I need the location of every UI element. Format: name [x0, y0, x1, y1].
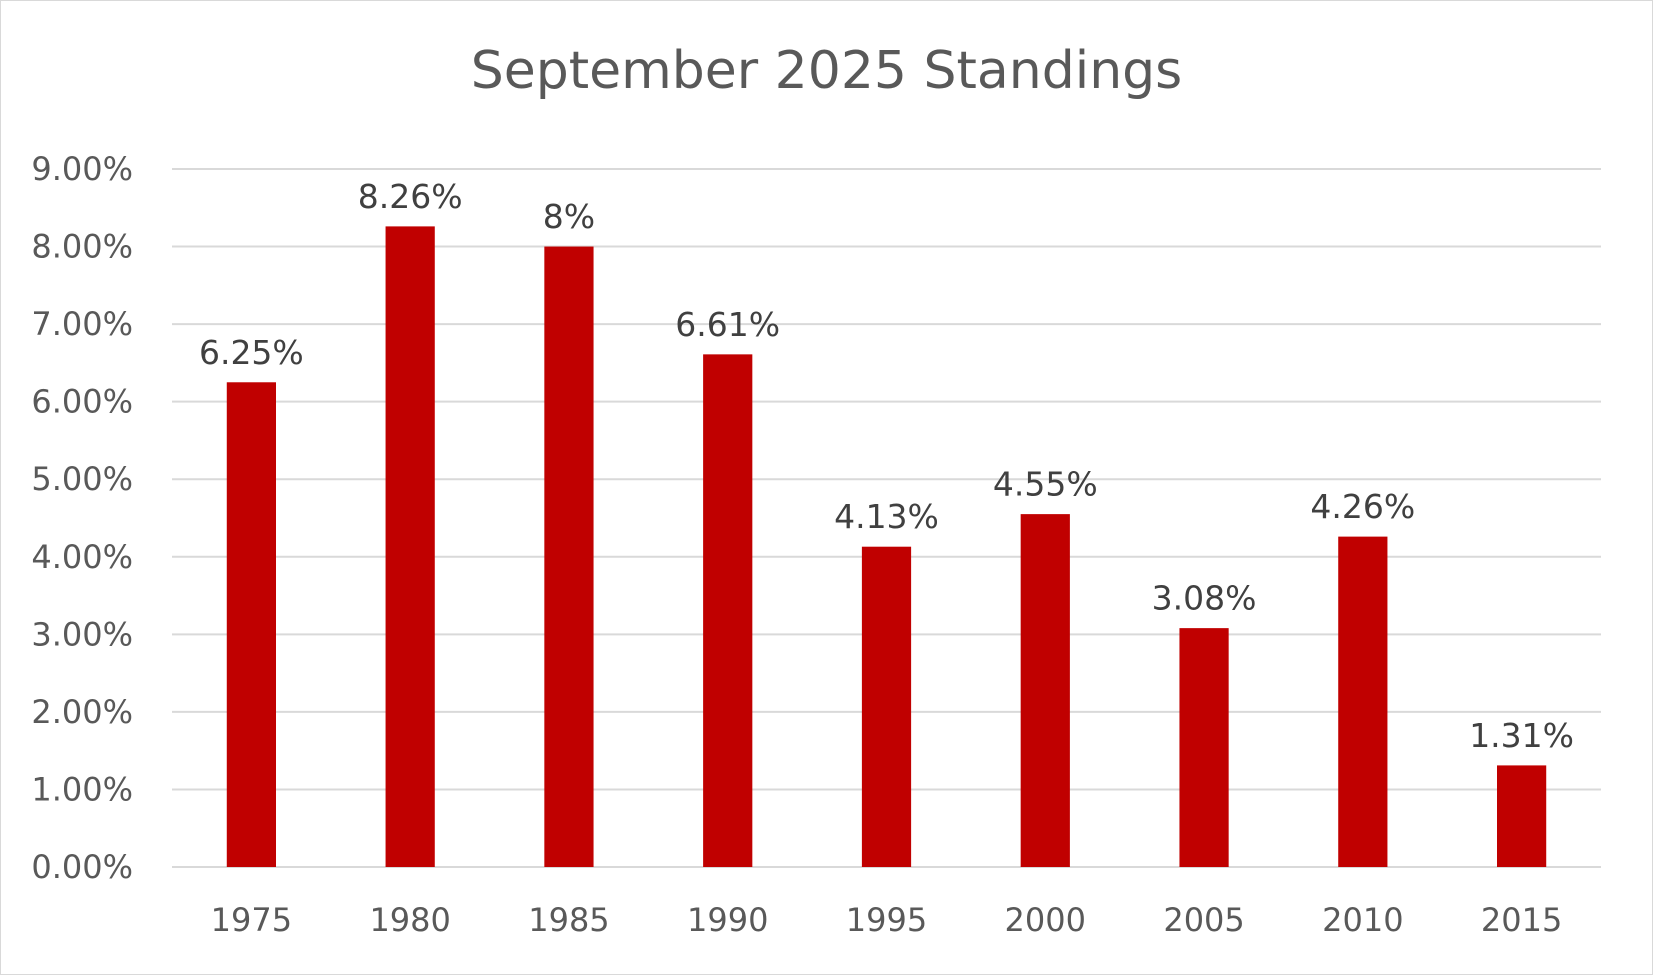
- y-tick-label: 0.00%: [31, 848, 133, 886]
- x-tick-label: 1985: [528, 901, 609, 939]
- data-label: 6.61%: [675, 305, 780, 344]
- bar: [1020, 514, 1070, 867]
- bars: [226, 226, 1547, 868]
- y-tick-label: 4.00%: [31, 538, 133, 576]
- y-tick-label: 7.00%: [31, 305, 133, 343]
- x-tick-label: 1980: [369, 901, 450, 939]
- data-label: 8.26%: [358, 177, 463, 216]
- x-tick-label: 1990: [687, 901, 768, 939]
- data-label: 8%: [543, 197, 595, 236]
- x-axis-tick-labels: 1975 1980 1985 1990 1995 2000 2005 2010 2015: [211, 901, 1563, 939]
- x-tick-label: 2000: [1005, 901, 1086, 939]
- x-tick-label: 2005: [1163, 901, 1244, 939]
- x-tick-label: 1995: [846, 901, 927, 939]
- data-label: 4.55%: [993, 465, 1098, 504]
- bar: [703, 354, 753, 867]
- y-axis-tick-labels: 0.00% 1.00% 2.00% 3.00% 4.00% 5.00% 6.00% 7.00%…: [31, 150, 133, 886]
- data-labels: 6.25% 8.26% 8% 6.61% 4.13% 4.55% 3.08% 4.26% 1.3…: [199, 177, 1574, 755]
- chart-title: September 2025 Standings: [470, 41, 1183, 101]
- y-tick-label: 6.00%: [31, 383, 133, 421]
- bar: [544, 246, 594, 868]
- data-label: 1.31%: [1469, 716, 1574, 755]
- data-label: 6.25%: [199, 333, 304, 372]
- x-tick-label: 1975: [211, 901, 292, 939]
- data-label: 4.26%: [1310, 487, 1415, 526]
- x-tick-label: 2015: [1481, 901, 1562, 939]
- bar: [385, 226, 435, 867]
- bar: [1338, 536, 1388, 867]
- data-label: 3.08%: [1152, 579, 1257, 618]
- bar: [1497, 765, 1547, 867]
- y-tick-label: 1.00%: [31, 770, 133, 808]
- data-label: 4.13%: [834, 497, 939, 536]
- y-tick-label: 5.00%: [31, 460, 133, 498]
- bar: [1179, 628, 1229, 867]
- y-tick-label: 3.00%: [31, 615, 133, 653]
- y-tick-label: 9.00%: [31, 150, 133, 188]
- y-tick-label: 8.00%: [31, 228, 133, 266]
- y-tick-label: 2.00%: [31, 693, 133, 731]
- x-tick-label: 2010: [1322, 901, 1403, 939]
- bar: [226, 382, 276, 867]
- bar: [861, 546, 912, 867]
